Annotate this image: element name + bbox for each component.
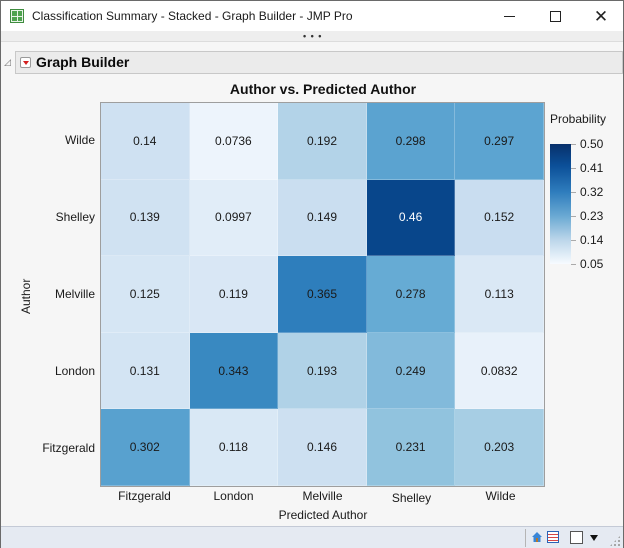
heatmap-cell[interactable]: 0.203 [455, 409, 544, 486]
disclosure-triangle-icon[interactable]: ◿ [4, 57, 11, 67]
heatmap-cell[interactable]: 0.302 [101, 409, 190, 486]
heatmap-cell[interactable]: 0.193 [278, 332, 367, 410]
y-tick-label: Fitzgerald [42, 441, 95, 455]
maximize-icon [549, 10, 561, 22]
heatmap-cell[interactable]: 0.0997 [189, 179, 279, 257]
heatmap-cell[interactable]: 0.146 [278, 409, 367, 486]
legend-tick [571, 144, 576, 145]
heatmap-cell[interactable]: 0.343 [189, 332, 279, 410]
color-scale-bar [550, 144, 571, 264]
heatmap-cell[interactable]: 0.298 [366, 103, 456, 180]
legend-value: 0.23 [580, 209, 604, 223]
heatmap-cell[interactable]: 0.249 [366, 332, 456, 410]
legend-value: 0.41 [580, 161, 604, 175]
legend-title: Probability [550, 112, 607, 126]
heatmap-cell[interactable]: 0.131 [101, 332, 190, 410]
legend-value: 0.32 [580, 185, 604, 199]
outline-title: Graph Builder [36, 54, 130, 70]
legend-tick [571, 216, 576, 217]
data-table-icon[interactable] [547, 531, 559, 543]
heatmap-cell[interactable]: 0.152 [455, 179, 544, 257]
title-bar: Classification Summary - Stacked - Graph… [1, 1, 623, 31]
heatmap-cell[interactable]: 0.365 [278, 256, 367, 333]
heatmap-cell[interactable]: 0.0832 [455, 332, 544, 410]
x-tick-label: Fitzgerald [118, 489, 171, 503]
heatmap-cell[interactable]: 0.231 [366, 409, 456, 486]
resize-grip[interactable] [609, 535, 621, 547]
x-tick-label: Shelley [391, 491, 432, 505]
jmp-app-icon [10, 9, 24, 23]
red-triangle-menu-icon[interactable] [20, 57, 31, 68]
heatmap-cell[interactable]: 0.139 [101, 179, 190, 257]
x-tick-label: Wilde [485, 489, 516, 503]
y-tick-label: Shelley [55, 210, 95, 224]
legend-tick [571, 240, 576, 241]
legend-value: 0.05 [580, 257, 604, 271]
x-tick-label: London [213, 489, 254, 503]
x-tick-label: Melville [302, 489, 343, 503]
y-tick-label: Melville [54, 287, 95, 301]
close-button[interactable]: ✕ [578, 1, 624, 31]
legend-tick [571, 168, 576, 169]
legend-tick [571, 192, 576, 193]
heatmap-cell[interactable]: 0.278 [366, 256, 456, 333]
heatmap-cell[interactable]: 0.119 [189, 256, 279, 333]
heatmap-cell[interactable]: 0.113 [455, 256, 544, 333]
more-options-icon[interactable]: • • • [303, 31, 323, 41]
window-title: Classification Summary - Stacked - Graph… [32, 9, 353, 23]
y-axis-title[interactable]: Author [19, 278, 33, 314]
heatmap-plot[interactable]: 0.14 0.0736 0.192 0.298 0.297 0.139 0.0997 0.14… [100, 102, 545, 487]
heatmap-cell[interactable]: 0.118 [189, 409, 279, 486]
minimize-button[interactable] [486, 1, 532, 31]
select-checkbox[interactable] [570, 531, 583, 544]
status-bar [1, 526, 623, 548]
toolbar-grip-bar[interactable]: • • • [1, 31, 623, 42]
y-tick-label: Wilde [64, 133, 95, 147]
x-axis-title[interactable]: Predicted Author [278, 508, 368, 522]
close-icon: ✕ [593, 6, 609, 26]
minimize-icon [503, 15, 515, 17]
legend-value: 0.14 [580, 233, 604, 247]
chart-title[interactable]: Author vs. Predicted Author [229, 81, 417, 97]
heatmap-cell[interactable]: 0.192 [278, 103, 367, 180]
heatmap-cell[interactable]: 0.14 [101, 103, 190, 180]
heatmap-cell[interactable]: 0.297 [455, 103, 544, 180]
home-icon[interactable] [531, 531, 543, 543]
dropdown-arrow-icon[interactable] [590, 535, 598, 541]
legend-value: 0.50 [580, 137, 604, 151]
heatmap-cell[interactable]: 0.149 [278, 179, 367, 257]
legend-tick [571, 264, 576, 265]
graph-builder-outline-header[interactable]: Graph Builder [15, 51, 623, 74]
heatmap-cell[interactable]: 0.46 [366, 179, 456, 257]
status-separator [525, 529, 526, 547]
maximize-button[interactable] [532, 1, 578, 31]
heatmap-cell[interactable]: 0.125 [101, 256, 190, 333]
heatmap-cell[interactable]: 0.0736 [189, 103, 279, 180]
y-tick-label: London [54, 364, 95, 378]
